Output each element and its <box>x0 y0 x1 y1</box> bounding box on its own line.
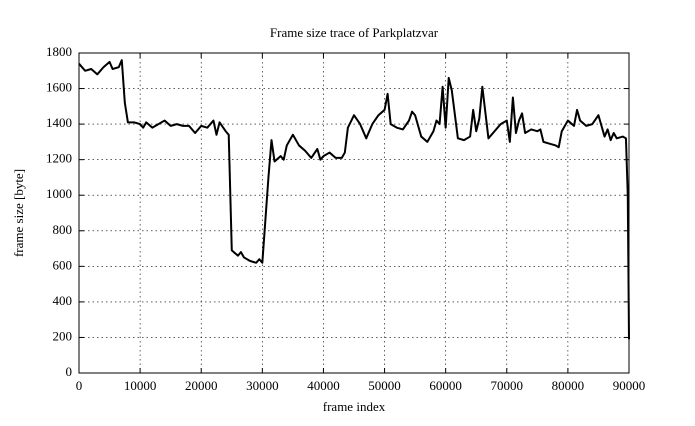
y-tick-label: 400 <box>53 293 73 308</box>
x-tick-label: 50000 <box>368 378 401 393</box>
x-axis-label: frame index <box>323 399 386 414</box>
y-tick-label: 1400 <box>46 115 72 130</box>
x-tick-label: 60000 <box>429 378 462 393</box>
y-tick-label: 1600 <box>46 80 72 95</box>
x-tick-label: 80000 <box>552 378 585 393</box>
x-tick-label: 10000 <box>124 378 157 393</box>
y-axis-label: frame size [byte] <box>11 169 26 257</box>
data-line <box>78 59 630 340</box>
x-tick-label: 30000 <box>246 378 279 393</box>
y-tick-label: 800 <box>53 222 73 237</box>
x-tick-label: 40000 <box>307 378 340 393</box>
x-tick-label: 0 <box>76 378 83 393</box>
y-tick-label: 1200 <box>46 151 72 166</box>
y-tick-label: 1800 <box>46 44 72 59</box>
x-tick-label: 20000 <box>185 378 218 393</box>
y-tick-label: 200 <box>53 328 73 343</box>
x-tick-label: 90000 <box>613 378 646 393</box>
y-tick-label: 1000 <box>46 186 72 201</box>
plot-frame <box>78 52 630 374</box>
y-tick-label: 600 <box>53 257 73 272</box>
y-tick-label: 0 <box>66 364 73 379</box>
chart-title: Frame size trace of Parkplatzvar <box>270 25 439 40</box>
x-tick-label: 70000 <box>491 378 524 393</box>
